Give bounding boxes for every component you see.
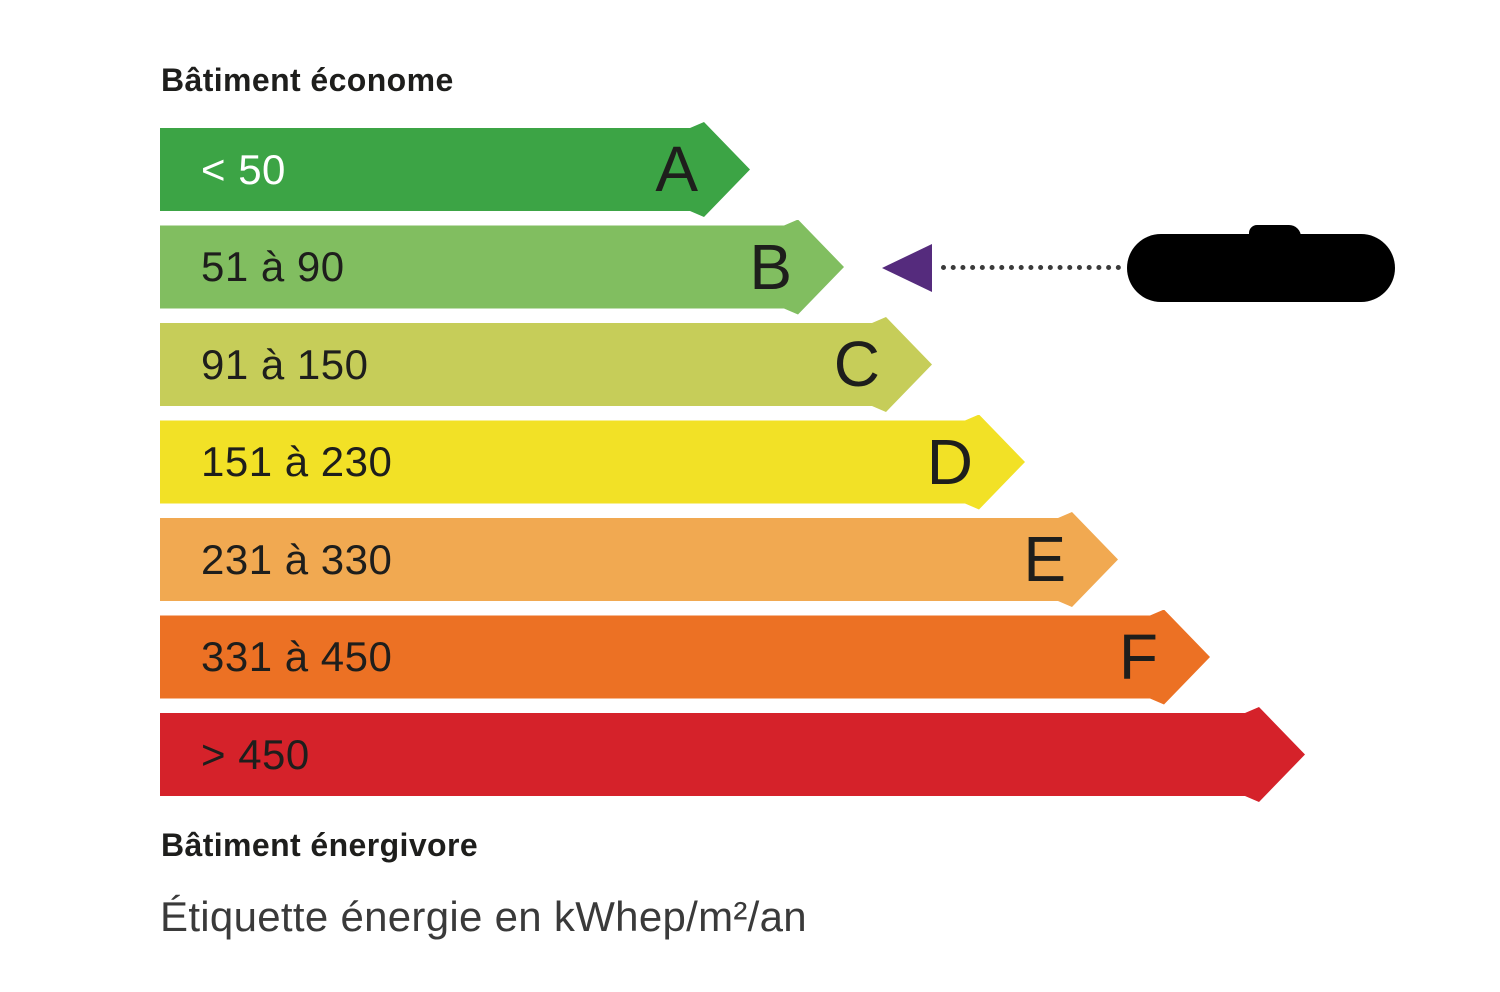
energy-class-letter: F: [1118, 620, 1158, 693]
energy-class-letter: B: [749, 230, 792, 303]
energy-class-letter: D: [926, 425, 973, 498]
energy-class-row-g: > 450: [160, 707, 1305, 802]
energy-range-label: 91 à 150: [201, 340, 369, 388]
energy-class-bar-e: 231 à 330 E: [160, 512, 1118, 607]
economical-building-label: Bâtiment économe: [161, 62, 454, 98]
current-rating-marker: [882, 220, 1395, 315]
energy-class-letter: E: [1023, 523, 1066, 595]
energy-class-bar-c: 91 à 150 C: [160, 317, 932, 412]
redaction-bump: [1249, 224, 1301, 245]
energy-class-bar-d: 151 à 230 D: [160, 415, 1025, 510]
energy-class-bar-g: > 450: [160, 707, 1305, 802]
energy-class-row-c: 91 à 150 C: [160, 317, 1305, 412]
energy-class-bar-b: 51 à 90 B: [160, 220, 844, 315]
energy-class-bar-a: < 50 A: [160, 122, 750, 217]
rating-arrow-icon: [882, 243, 932, 292]
energy-class-row-f: 331 à 450 F: [160, 610, 1305, 705]
energy-range-label: > 450: [201, 730, 310, 778]
energy-class-row-e: 231 à 330 E: [160, 512, 1305, 607]
energy-range-label: 231 à 330: [201, 535, 393, 583]
energy-range-label: 51 à 90: [201, 243, 345, 290]
energy-class-row-a: < 50 A: [160, 122, 1305, 217]
energy-class-row-d: 151 à 230 D: [160, 415, 1305, 510]
energy-intensive-building-label: Bâtiment énergivore: [161, 827, 479, 863]
redacted-rating-value: [1127, 224, 1395, 302]
energy-range-label: 151 à 230: [201, 438, 393, 485]
energy-class-letter: C: [833, 328, 880, 400]
energy-range-label: < 50: [201, 145, 286, 193]
energy-class-letter: A: [655, 133, 698, 205]
energy-scale: < 50 A 51 à 90 B 91 à 150 C 151 à 230 D: [160, 122, 1305, 805]
energy-class-bar-f: 331 à 450 F: [160, 610, 1210, 705]
dotted-connector-line: [941, 265, 1121, 270]
energy-range-label: 331 à 450: [201, 633, 393, 680]
energy-scale-caption: Étiquette énergie en kWhep/m²/an: [160, 893, 807, 940]
energy-class-row-b: 51 à 90 B: [160, 220, 1305, 315]
